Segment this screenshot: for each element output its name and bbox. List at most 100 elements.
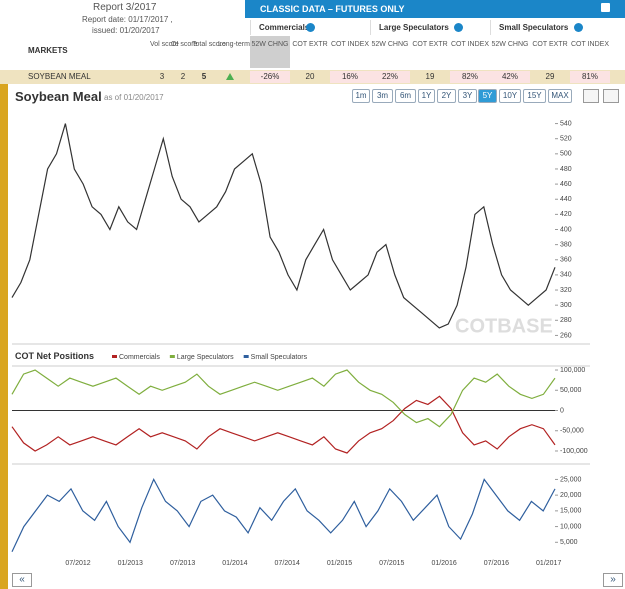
issued: issued: 01/20/2017 — [92, 26, 160, 35]
column-header: 52W CHNG — [371, 41, 409, 48]
y-tick-label: 340 — [560, 272, 572, 279]
legend-label: Commercials — [119, 354, 160, 361]
range-button[interactable]: 3m — [372, 89, 393, 103]
x-tick-label: 07/2014 — [275, 560, 300, 567]
help-icon[interactable] — [574, 23, 583, 32]
market-name: SOYBEAN MEAL — [28, 72, 91, 81]
x-tick-label: 07/2016 — [484, 560, 509, 567]
y2-tick-label: 20,000 — [560, 492, 582, 499]
score: 2 — [180, 72, 186, 81]
y-tick-label: 280 — [560, 317, 572, 324]
legend-swatch — [112, 355, 117, 358]
help-icon[interactable] — [454, 23, 463, 32]
y2-tick-label: 10,000 — [560, 523, 582, 530]
y-tick-label: -50,000 — [560, 428, 584, 435]
y2-tick-label: 15,000 — [560, 508, 582, 515]
y-tick-label: 480 — [560, 166, 572, 173]
y2-tick-label: 5,000 — [560, 539, 578, 546]
range-button[interactable]: 6m — [395, 89, 416, 103]
print-icon[interactable] — [601, 3, 610, 12]
y-tick-label: -100,000 — [560, 448, 588, 455]
chart-subtitle: as of 01/20/2017 — [104, 93, 164, 102]
score-header: Vol score — [150, 41, 179, 48]
y-tick-label: 0 — [560, 407, 564, 414]
series-line — [11, 369, 556, 428]
column-header: COT INDEX — [571, 41, 609, 48]
series-line — [11, 123, 556, 329]
y-tick-label: 540 — [560, 120, 572, 127]
report: Report 3/2017 — [93, 2, 157, 13]
value-cell: 16% — [330, 71, 370, 83]
range-button[interactable]: 5Y — [478, 89, 497, 103]
score: 5 — [201, 72, 207, 81]
y-tick-label: 500 — [560, 151, 572, 158]
value-cell: 29 — [545, 72, 555, 81]
y-tick-label: 420 — [560, 211, 572, 218]
y-tick-label: 50,000 — [560, 387, 582, 394]
value-cell: 22% — [370, 71, 410, 83]
value-cell: 20 — [305, 72, 315, 81]
score-header: Total score — [192, 41, 226, 48]
group-header: Small Speculators — [490, 20, 610, 35]
y-tick-label: 440 — [560, 196, 572, 203]
x-tick-label: 01/2013 — [118, 560, 143, 567]
group-header: Commercials — [250, 20, 370, 35]
print-button[interactable] — [583, 89, 599, 103]
range-button[interactable]: 3Y — [458, 89, 477, 103]
column-header: COT INDEX — [331, 41, 369, 48]
series-line — [11, 478, 556, 552]
column-header: COT EXTR — [532, 41, 568, 48]
classic-title: CLASSIC DATA – FUTURES ONLY — [260, 4, 405, 14]
column-header: COT INDEX — [451, 41, 489, 48]
nav-prev[interactable]: « — [12, 573, 32, 587]
classic-bar: CLASSIC DATA – FUTURES ONLY — [245, 0, 625, 18]
y-tick-label: 300 — [560, 302, 572, 309]
x-tick-label: 01/2014 — [222, 560, 247, 567]
column-header: COT EXTR — [292, 41, 328, 48]
header: Report 3/2017 Report date: 01/17/2017 , … — [0, 0, 245, 70]
nav-next[interactable]: » — [603, 573, 623, 587]
score-header: OI score — [171, 41, 198, 48]
column-header: 52W CHNG — [250, 36, 290, 68]
watermark: COTBASE — [455, 315, 553, 337]
chart-title: Soybean Meal — [15, 89, 102, 104]
y-tick-label: 380 — [560, 241, 572, 248]
range-button[interactable]: 15Y — [523, 89, 546, 103]
value-cell: 42% — [490, 71, 530, 83]
y-tick-label: 320 — [560, 287, 572, 294]
group-header: Large Speculators — [370, 20, 490, 35]
value-cell: 82% — [450, 71, 490, 83]
y-tick-label: 520 — [560, 136, 572, 143]
y2-tick-label: 25,000 — [560, 476, 582, 483]
cot-title: COT Net Positions — [15, 351, 95, 361]
range-button[interactable]: 1m — [352, 89, 370, 103]
range-button[interactable]: 10Y — [499, 89, 521, 103]
x-tick-label: 07/2012 — [65, 560, 90, 567]
column-header: 52W CHNG — [491, 41, 529, 48]
y-tick-label: 360 — [560, 257, 572, 264]
trend-arrow — [226, 73, 234, 80]
y-tick-label: 400 — [560, 226, 572, 233]
value-cell: 19 — [425, 72, 435, 81]
range-button[interactable]: 1Y — [418, 89, 435, 103]
value-cell: 81% — [570, 71, 610, 83]
y-tick-label: 100,000 — [560, 367, 585, 374]
x-tick-label: 01/2016 — [431, 560, 456, 567]
x-tick-label: 01/2015 — [327, 560, 352, 567]
legend-label: Small Speculators — [251, 354, 308, 361]
markets: MARKETS — [28, 46, 68, 55]
x-tick-label: 07/2015 — [379, 560, 404, 567]
score: 3 — [159, 72, 165, 81]
legend-swatch — [169, 355, 175, 358]
x-tick-label: 01/2017 — [536, 560, 561, 567]
close-button[interactable] — [603, 89, 619, 103]
side-bar — [0, 84, 8, 589]
range-button[interactable]: 2Y — [437, 89, 456, 103]
y-tick-label: 260 — [560, 332, 572, 339]
table: Vol score OI score Total score Long-term tr… — [0, 0, 625, 84]
range-button[interactable]: MAX — [548, 89, 572, 103]
report-date: Report date: 01/17/2017 , — [82, 15, 173, 24]
help-icon[interactable] — [306, 23, 315, 32]
